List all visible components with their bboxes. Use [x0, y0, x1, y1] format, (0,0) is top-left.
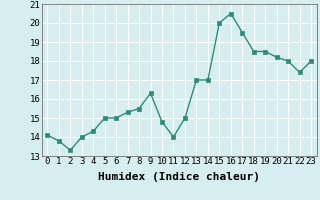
X-axis label: Humidex (Indice chaleur): Humidex (Indice chaleur): [98, 172, 260, 182]
